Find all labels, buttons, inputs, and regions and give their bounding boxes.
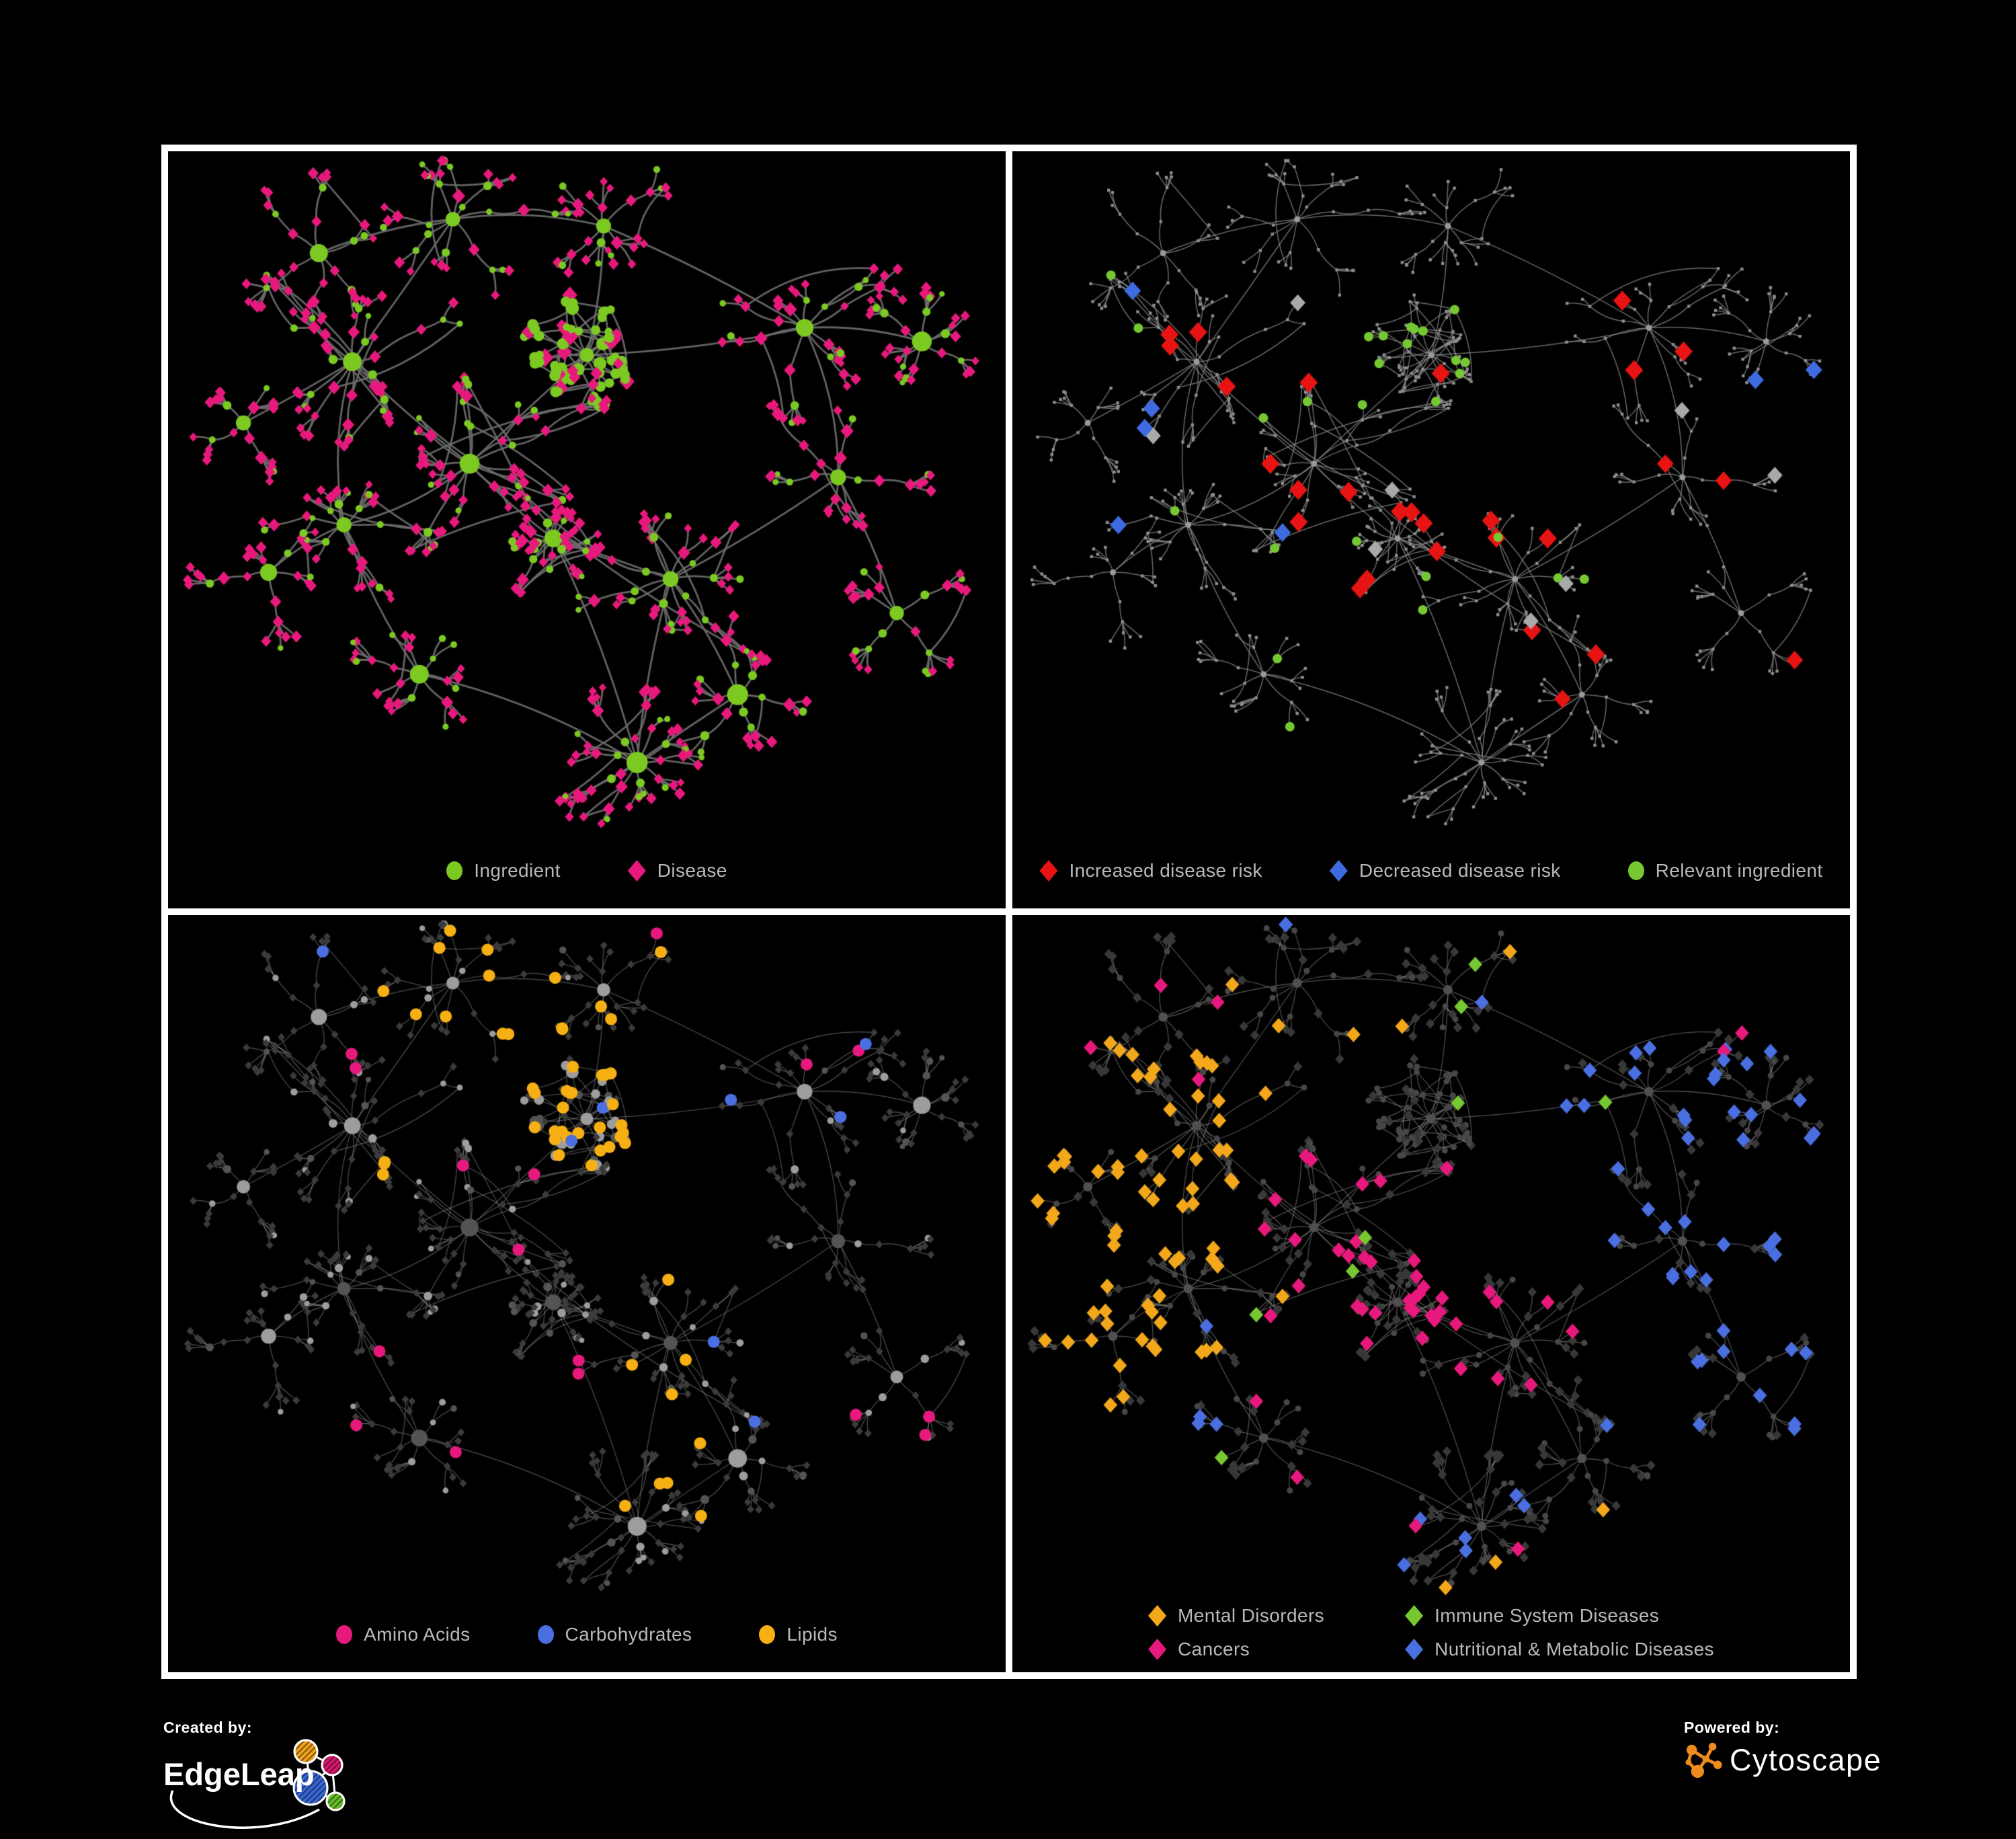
diamond-swatch-icon xyxy=(1148,1639,1167,1660)
diamond-swatch-icon xyxy=(1329,860,1348,882)
cytoscape-logo-text: Cytoscape xyxy=(1730,1743,1882,1777)
legend-label: Immune System Diseases xyxy=(1435,1605,1660,1626)
legend-label: Relevant ingredient xyxy=(1655,860,1823,881)
created-by-label: Created by: xyxy=(163,1719,253,1736)
diamond-swatch-icon xyxy=(1148,1605,1167,1627)
network-canvas-ingredient-class xyxy=(168,915,1006,1672)
legend-disease-class: Mental Disorders Immune System Diseases Ca… xyxy=(1012,1605,1850,1660)
circle-swatch-icon xyxy=(537,1625,554,1644)
green-node-icon xyxy=(325,1791,346,1811)
panel-disease-class-network: Mental Disorders Immune System Diseases Ca… xyxy=(1012,915,1850,1672)
circle-swatch-icon xyxy=(446,861,463,880)
legend-ingredient-disease: Ingredient Disease xyxy=(168,860,1006,882)
diamond-swatch-icon xyxy=(1405,1605,1424,1627)
network-canvas-ingredient-disease xyxy=(168,151,1006,908)
edgeleap-logo-graphic xyxy=(169,1739,346,1829)
legend-item-nutritional-metabolic-diseases: Nutritional & Metabolic Diseases xyxy=(1405,1639,1714,1660)
edgeleap-logo: EdgeLeap xyxy=(163,1738,352,1839)
circle-swatch-icon xyxy=(336,1625,353,1644)
powered-by-label: Powered by: xyxy=(1684,1719,1780,1736)
legend-label: Lipids xyxy=(787,1624,838,1645)
panel-ingredient-class-network: Amino Acids Carbohydrates Lipids xyxy=(168,915,1006,1672)
legend-disease-risk: Increased disease risk Decreased disease … xyxy=(1012,860,1850,882)
legend-item-lipids: Lipids xyxy=(759,1624,838,1645)
blue-node-icon xyxy=(292,1770,329,1806)
legend-label: Ingredient xyxy=(474,860,561,881)
orange-node-icon xyxy=(293,1739,319,1764)
legend-item-relevant-ingredient: Relevant ingredient xyxy=(1627,860,1823,882)
legend-label: Amino Acids xyxy=(364,1624,471,1645)
panel-grid: Ingredient Disease Increased disease risk… xyxy=(161,145,1857,1679)
legend-item-cancers: Cancers xyxy=(1148,1639,1324,1660)
legend-item-amino-acids: Amino Acids xyxy=(336,1624,470,1645)
diamond-swatch-icon xyxy=(1039,860,1058,882)
legend-item-disease: Disease xyxy=(627,860,727,882)
diamond-swatch-icon xyxy=(627,860,646,882)
legend-label: Increased disease risk xyxy=(1069,860,1262,881)
edgeleap-logo-text: EdgeLeap xyxy=(163,1756,315,1792)
network-canvas-disease-class xyxy=(1012,915,1850,1672)
legend-label: Disease xyxy=(657,860,727,881)
panel-ingredient-disease-network: Ingredient Disease xyxy=(168,151,1006,908)
legend-label: Decreased disease risk xyxy=(1359,860,1561,881)
cytoscape-logo-icon xyxy=(1685,1742,1722,1778)
legend-label: Nutritional & Metabolic Diseases xyxy=(1435,1639,1714,1659)
panel-disease-risk-network: Increased disease risk Decreased disease … xyxy=(1012,151,1850,908)
diamond-swatch-icon xyxy=(1405,1639,1424,1660)
legend-item-decreased-disease-risk: Decreased disease risk xyxy=(1329,860,1561,882)
circle-swatch-icon xyxy=(1627,861,1644,880)
legend-item-ingredient: Ingredient xyxy=(446,860,561,882)
network-canvas-disease-risk xyxy=(1012,151,1850,908)
legend-item-immune-system-diseases: Immune System Diseases xyxy=(1405,1605,1714,1627)
legend-label: Carbohydrates xyxy=(565,1624,692,1645)
legend-label: Cancers xyxy=(1178,1639,1250,1659)
edgeleap-branding: Created by: EdgeLeap xyxy=(163,1719,352,1839)
pink-node-icon xyxy=(321,1754,344,1776)
circle-swatch-icon xyxy=(759,1625,776,1644)
legend-item-increased-disease-risk: Increased disease risk xyxy=(1039,860,1262,882)
legend-item-carbohydrates: Carbohydrates xyxy=(537,1624,692,1645)
edgeleap-logo-nodes xyxy=(292,1739,346,1811)
legend-label: Mental Disorders xyxy=(1178,1605,1325,1626)
legend-ingredient-class: Amino Acids Carbohydrates Lipids xyxy=(168,1624,1006,1645)
legend-item-mental-disorders: Mental Disorders xyxy=(1148,1605,1324,1627)
cytoscape-branding: Powered by: Cytoscape xyxy=(1684,1719,1882,1780)
